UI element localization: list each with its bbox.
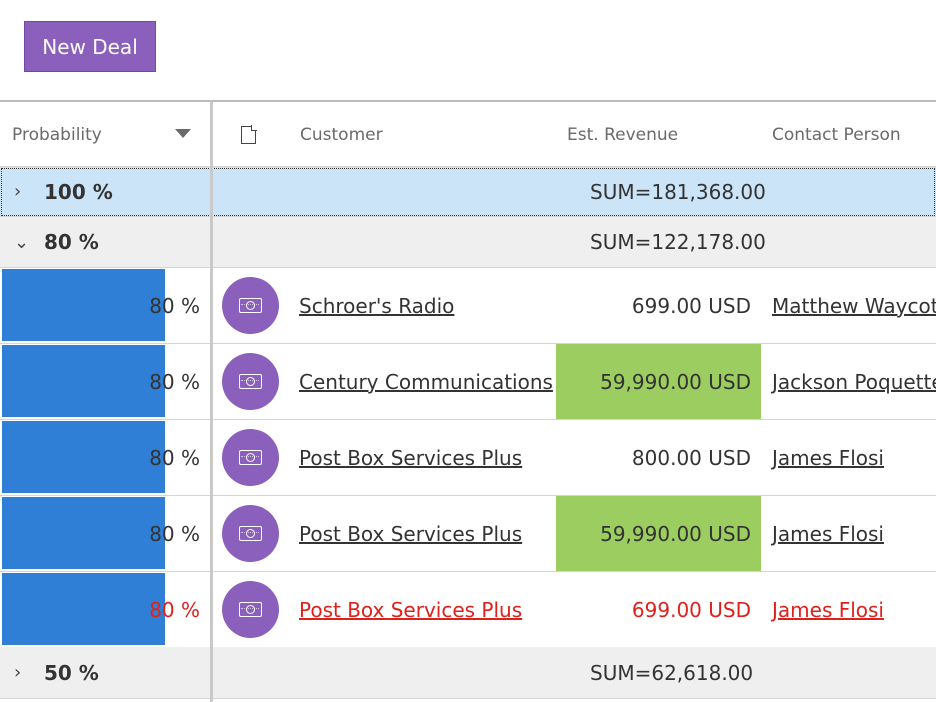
group-row-left: › 100 % <box>0 167 210 216</box>
group-sum: SUM=62,618.00 <box>590 660 754 685</box>
group-sum: SUM=181,368.00 <box>590 179 766 204</box>
revenue-value: 59,990.00 USD <box>600 369 751 394</box>
contact-link[interactable]: Matthew Waycot <box>772 293 936 318</box>
chevron-right-icon[interactable]: › <box>14 662 22 683</box>
money-icon <box>239 526 262 541</box>
revenue-highlight <box>556 344 761 419</box>
probability-value: 80 % <box>149 521 200 546</box>
deal-avatar[interactable] <box>222 429 279 486</box>
group-label: 50 % <box>44 660 99 685</box>
probability-bar <box>2 497 165 569</box>
column-header-customer-label: Customer <box>300 124 383 145</box>
table-row[interactable]: 80 % Post Box Services Plus 59,990.00 USD J… <box>0 496 936 572</box>
toolbar: New Deal <box>0 0 936 100</box>
revenue-value: 59,990.00 USD <box>600 521 751 546</box>
column-divider[interactable] <box>210 102 213 702</box>
table-row[interactable]: 80 % Post Box Services Plus 800.00 USD Jame… <box>0 420 936 496</box>
customer-link[interactable]: Post Box Services Plus <box>299 597 523 622</box>
group-label: 80 % <box>44 230 99 254</box>
deal-avatar[interactable] <box>222 353 279 410</box>
revenue-value: 800.00 USD <box>631 445 751 470</box>
probability-value: 80 % <box>149 445 200 470</box>
contact-link[interactable]: Jackson Poquette <box>772 369 936 394</box>
column-header-probability-label: Probability <box>12 124 102 145</box>
column-header-customer[interactable]: Customer <box>300 102 540 167</box>
money-icon <box>239 298 262 313</box>
probability-bar <box>2 421 165 493</box>
customer-link[interactable]: Century Communications <box>299 369 553 394</box>
document-icon <box>241 125 257 144</box>
group-label: 100 % <box>44 179 113 204</box>
contact-link[interactable]: James Flosi <box>772 597 884 622</box>
revenue-value: 699.00 USD <box>631 293 751 318</box>
customer-link[interactable]: Schroer's Radio <box>299 293 455 318</box>
group-row-left: › 50 % <box>0 647 210 698</box>
column-header-revenue-label: Est. Revenue <box>567 124 679 145</box>
column-header-contact-label: Contact Person <box>772 124 901 145</box>
deal-avatar[interactable] <box>222 581 279 638</box>
customer-link[interactable]: Post Box Services Plus <box>299 521 523 546</box>
deals-grid: Probability Customer Est. Revenue Contac… <box>0 100 936 702</box>
chevron-down-icon[interactable]: ⌄ <box>14 231 30 253</box>
grid-header: Probability Customer Est. Revenue Contac… <box>0 102 936 167</box>
contact-link[interactable]: James Flosi <box>772 521 884 546</box>
group-row-100[interactable]: › 100 % SUM=181,368.00 <box>0 167 936 217</box>
money-icon <box>239 602 262 617</box>
new-deal-button[interactable]: New Deal <box>24 21 156 72</box>
table-row[interactable]: 80 % Schroer's Radio 699.00 USD Matthew Way… <box>0 268 936 344</box>
group-row-left: ⌄ 80 % <box>0 217 210 267</box>
group-row-80[interactable]: ⌄ 80 % SUM=122,178.00 <box>0 217 936 268</box>
probability-bar <box>2 269 165 341</box>
money-icon <box>239 450 262 465</box>
customer-link[interactable]: Post Box Services Plus <box>299 445 523 470</box>
probability-value: 80 % <box>149 597 200 622</box>
probability-bar <box>2 573 165 645</box>
group-row-50[interactable]: › 50 % SUM=62,618.00 <box>0 647 936 699</box>
money-icon <box>239 374 262 389</box>
group-sum: SUM=122,178.00 <box>590 230 766 254</box>
table-row[interactable]: 80 % Post Box Services Plus 699.00 USD Jame… <box>0 572 936 648</box>
column-header-probability[interactable]: Probability <box>12 102 202 167</box>
probability-value: 80 % <box>149 293 200 318</box>
sort-down-icon[interactable] <box>175 129 191 138</box>
column-header-document[interactable] <box>241 102 261 167</box>
revenue-highlight <box>556 496 761 571</box>
table-row[interactable]: 80 % Century Communications 59,990.00 USD J… <box>0 344 936 420</box>
column-header-revenue[interactable]: Est. Revenue <box>567 102 747 167</box>
probability-bar <box>2 345 165 417</box>
revenue-value: 699.00 USD <box>631 597 751 622</box>
deal-avatar[interactable] <box>222 277 279 334</box>
probability-value: 80 % <box>149 369 200 394</box>
deal-avatar[interactable] <box>222 505 279 562</box>
column-header-contact[interactable]: Contact Person <box>772 102 936 167</box>
contact-link[interactable]: James Flosi <box>772 445 884 470</box>
chevron-right-icon[interactable]: › <box>14 181 22 202</box>
